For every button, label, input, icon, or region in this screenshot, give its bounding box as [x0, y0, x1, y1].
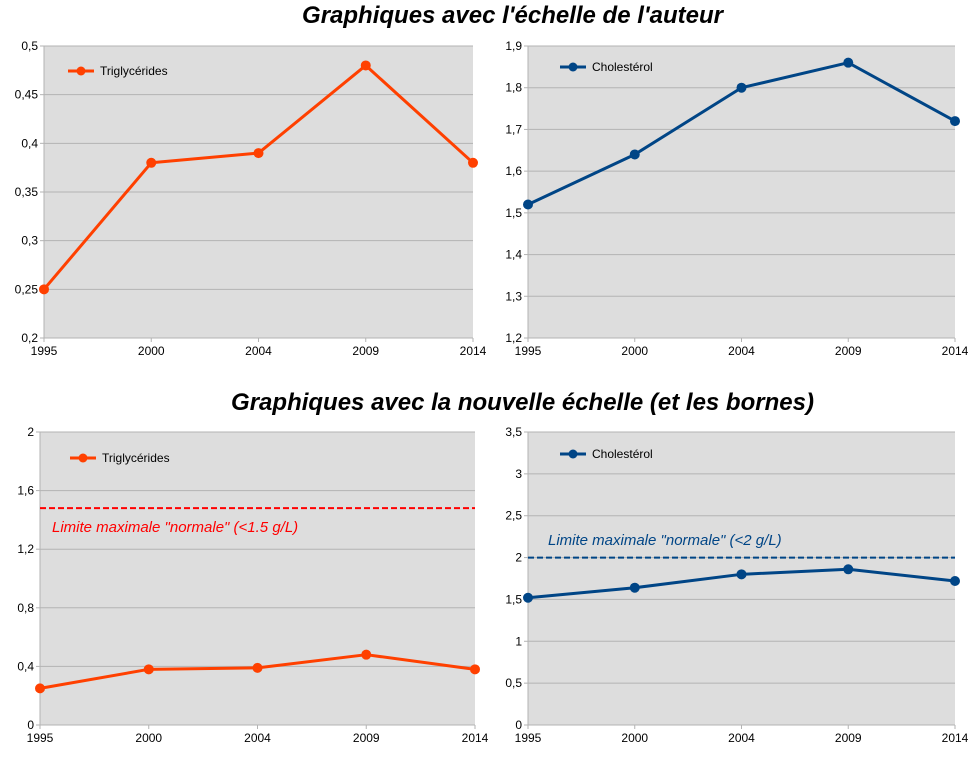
x-tick-label: 2004 [244, 731, 271, 745]
y-tick-label: 0,45 [15, 88, 39, 102]
data-point [143, 664, 154, 675]
y-tick-label: 1,9 [505, 39, 522, 53]
y-tick-label: 1,2 [505, 331, 522, 345]
x-tick-label: 2004 [728, 344, 755, 358]
legend-label: Cholestérol [592, 60, 653, 74]
data-point [252, 662, 263, 673]
y-tick-label: 0,4 [21, 136, 38, 150]
y-tick-label: 0,3 [21, 234, 38, 248]
data-point [360, 60, 371, 71]
y-tick-label: 0,4 [17, 659, 34, 673]
y-tick-label: 1,3 [505, 289, 522, 303]
y-tick-label: 3 [515, 467, 522, 481]
legend-label: Cholestérol [592, 447, 653, 461]
data-point [361, 649, 372, 660]
x-tick-label: 2014 [942, 731, 969, 745]
legend-swatch-marker [78, 453, 88, 463]
data-point [950, 116, 960, 127]
x-tick-label: 2009 [352, 344, 379, 358]
y-tick-label: 1,6 [17, 484, 34, 498]
x-tick-label: 1995 [515, 344, 542, 358]
y-tick-label: 0,8 [17, 601, 34, 615]
y-tick-label: 0,25 [15, 282, 39, 296]
data-point [35, 683, 45, 694]
y-tick-label: 0,35 [15, 185, 39, 199]
y-tick-label: 1,2 [17, 542, 34, 556]
data-point [629, 582, 640, 593]
data-point [843, 57, 854, 68]
y-tick-label: 0 [515, 718, 522, 732]
x-tick-label: 1995 [27, 731, 54, 745]
x-tick-label: 2014 [942, 344, 969, 358]
y-tick-label: 2,5 [505, 509, 522, 523]
data-point [470, 664, 480, 675]
x-tick-label: 2000 [138, 344, 165, 358]
bottom-heading: Graphiques avec la nouvelle échelle (et … [231, 389, 814, 416]
y-tick-label: 3,5 [505, 425, 522, 439]
y-tick-label: 1,8 [505, 81, 522, 95]
x-tick-label: 2000 [135, 731, 162, 745]
y-tick-label: 1,4 [505, 248, 522, 262]
limit-label: Limite maximale "normale" (<2 g/L) [548, 532, 782, 549]
data-point [523, 199, 533, 210]
data-point [736, 82, 747, 93]
legend-swatch-marker [568, 449, 578, 459]
data-point [843, 564, 854, 575]
y-tick-label: 1,6 [505, 164, 522, 178]
data-point [736, 569, 747, 580]
x-tick-label: 2000 [621, 344, 648, 358]
data-point [468, 157, 478, 168]
y-tick-label: 0,5 [21, 39, 38, 53]
x-tick-label: 2004 [728, 731, 755, 745]
y-tick-label: 2 [27, 425, 34, 439]
data-point [523, 592, 533, 603]
y-tick-label: 1,5 [505, 206, 522, 220]
x-tick-label: 2014 [460, 344, 487, 358]
x-tick-label: 2004 [245, 344, 272, 358]
x-tick-label: 2014 [462, 731, 489, 745]
y-tick-label: 1,7 [505, 122, 522, 136]
y-tick-label: 2 [515, 551, 522, 565]
x-tick-label: 2009 [835, 344, 862, 358]
legend-label: Triglycérides [100, 64, 168, 78]
data-point [39, 284, 49, 295]
legend-swatch-marker [76, 66, 86, 76]
top-heading: Graphiques avec l'échelle de l'auteur [302, 2, 723, 29]
legend-swatch-marker [568, 62, 578, 72]
plot-area [528, 46, 955, 338]
x-tick-label: 2009 [835, 731, 862, 745]
limit-label: Limite maximale "normale" (<1.5 g/L) [52, 519, 298, 536]
y-tick-label: 1 [515, 634, 522, 648]
y-tick-label: 0 [27, 718, 34, 732]
data-point [146, 157, 157, 168]
data-point [253, 148, 264, 159]
y-tick-label: 0,5 [505, 676, 522, 690]
x-tick-label: 1995 [31, 344, 58, 358]
y-tick-label: 0,2 [21, 331, 38, 345]
x-tick-label: 2009 [353, 731, 380, 745]
data-point [950, 576, 960, 587]
y-tick-label: 1,5 [505, 592, 522, 606]
data-point [629, 149, 640, 160]
legend-label: Triglycérides [102, 451, 170, 465]
x-tick-label: 2000 [621, 731, 648, 745]
x-tick-label: 1995 [515, 731, 542, 745]
